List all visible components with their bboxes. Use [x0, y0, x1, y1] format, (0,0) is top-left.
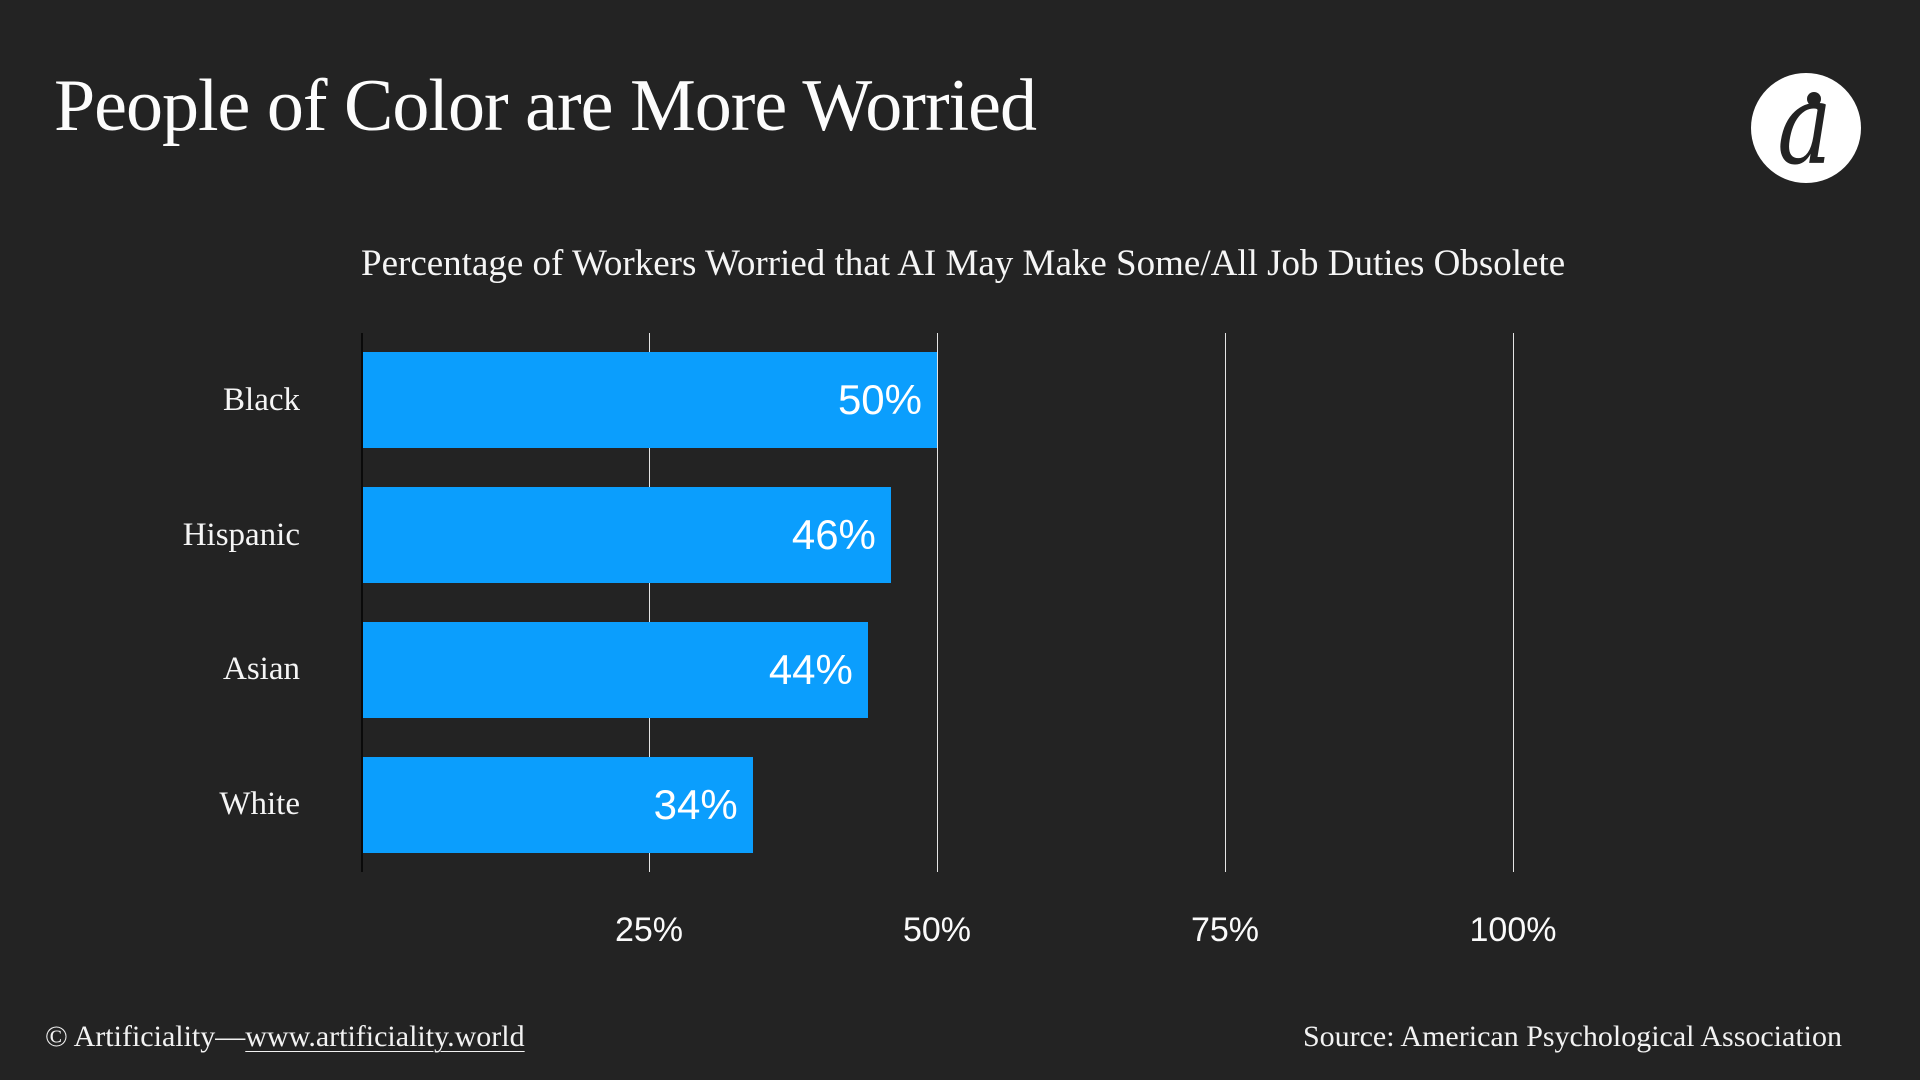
copyright-text: © Artificiality—: [45, 1020, 246, 1053]
category-label-black: Black: [223, 381, 300, 418]
bar-chart: 50% 46% 44% 34%: [361, 333, 1514, 872]
category-labels: Black Hispanic Asian White: [0, 333, 331, 872]
bar-value-label: 34%: [653, 780, 738, 828]
gridline-25: [649, 333, 650, 872]
y-axis-line: [361, 333, 363, 872]
gridline-50: [937, 333, 938, 872]
bar-row-asian: 44%: [361, 621, 1513, 718]
bar-rows: 50% 46% 44% 34%: [361, 333, 1513, 872]
x-axis-ticks: 25% 50% 75% 100%: [361, 903, 1557, 957]
category-label-asian: Asian: [223, 651, 300, 688]
bar-value-label: 46%: [791, 511, 876, 559]
bar-row-hispanic: 46%: [361, 487, 1513, 584]
category-label-white: White: [219, 786, 300, 823]
x-tick-label-100: 100%: [1469, 911, 1557, 949]
chart-title: Percentage of Workers Worried that AI Ma…: [361, 243, 1566, 284]
bar-row-white: 34%: [361, 756, 1513, 853]
bar-value-label: 44%: [768, 645, 853, 693]
bar-asian: 44%: [361, 621, 868, 718]
x-tick-label-50: 50%: [902, 911, 972, 949]
bar-row-black: 50%: [361, 352, 1513, 449]
category-label-hispanic: Hispanic: [182, 516, 300, 553]
logo-letter-a: a: [1777, 60, 1833, 190]
bar-hispanic: 46%: [361, 487, 891, 584]
footer-copyright: © Artificiality—www.artificiality.world: [45, 1020, 525, 1054]
logo-dot: [1807, 92, 1821, 106]
gridline-75: [1225, 333, 1226, 872]
x-tick-label-25: 25%: [614, 911, 684, 949]
x-tick-label-75: 75%: [1190, 911, 1260, 949]
artificiality-link[interactable]: www.artificiality.world: [245, 1020, 525, 1053]
artificiality-logo-icon: a: [1751, 69, 1861, 183]
page-title: People of Color are More Worried: [54, 65, 1037, 147]
bar-black: 50%: [361, 352, 937, 449]
bar-value-label: 50%: [837, 376, 922, 424]
bar-white: 34%: [361, 756, 753, 853]
gridline-100: [1513, 333, 1514, 872]
footer-source: Source: American Psychological Associati…: [1302, 1020, 1842, 1053]
